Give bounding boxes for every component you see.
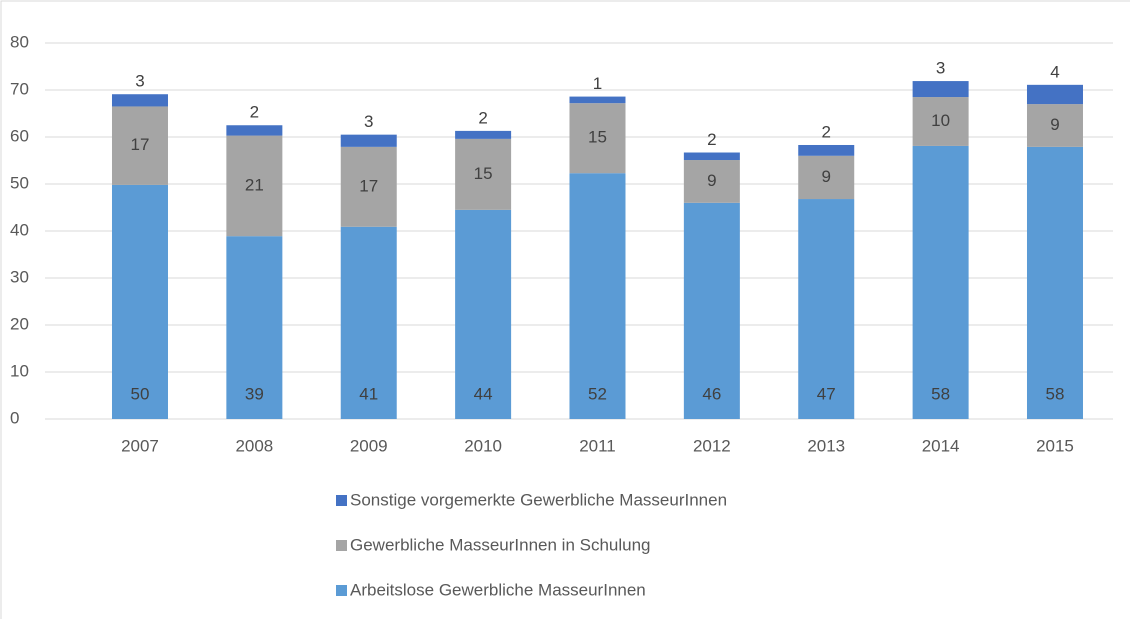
data-label: 15 bbox=[588, 128, 607, 147]
y-tick-label: 30 bbox=[10, 267, 29, 286]
bar-segment bbox=[569, 96, 626, 104]
bar-segment bbox=[111, 106, 168, 185]
bar-segment bbox=[455, 138, 512, 210]
data-label: 9 bbox=[822, 167, 831, 186]
x-tick-label: 2015 bbox=[1036, 436, 1074, 455]
bar-segment bbox=[683, 152, 740, 161]
x-tick-label: 2011 bbox=[579, 436, 616, 455]
data-label: 15 bbox=[474, 164, 493, 183]
bar-segment bbox=[111, 184, 168, 419]
data-label: 58 bbox=[931, 384, 950, 403]
bar-segment bbox=[340, 146, 397, 227]
legend-swatch bbox=[336, 495, 347, 506]
data-label: 50 bbox=[131, 384, 150, 403]
data-label: 41 bbox=[359, 384, 378, 403]
bar-segment bbox=[455, 209, 512, 419]
x-tick-label: 2008 bbox=[235, 436, 273, 455]
data-label: 10 bbox=[931, 111, 950, 130]
data-label: 44 bbox=[474, 384, 493, 403]
data-label: 2 bbox=[250, 103, 259, 122]
bar-segment bbox=[683, 160, 740, 203]
data-label: 2 bbox=[707, 130, 716, 149]
bar-segment bbox=[340, 226, 397, 419]
legend-label: Arbeitslose Gewerbliche MasseurInnen bbox=[350, 580, 646, 599]
data-label: 2 bbox=[822, 122, 831, 141]
data-label: 2 bbox=[478, 108, 487, 127]
x-tick-label: 2009 bbox=[350, 436, 388, 455]
x-tick-label: 2010 bbox=[464, 436, 502, 455]
data-label: 1 bbox=[593, 74, 602, 93]
bar-segment bbox=[455, 130, 512, 139]
legend-label: Sonstige vorgemerkte Gewerbliche Masseur… bbox=[350, 490, 727, 509]
bar-segment bbox=[683, 202, 740, 419]
bar-segment bbox=[912, 97, 969, 146]
bar-segment bbox=[798, 199, 855, 419]
data-label: 46 bbox=[702, 384, 721, 403]
data-label: 52 bbox=[588, 384, 607, 403]
bar-segment bbox=[569, 103, 626, 174]
bar-segment bbox=[798, 155, 855, 200]
data-label: 3 bbox=[364, 112, 373, 131]
y-tick-label: 20 bbox=[10, 314, 29, 333]
x-tick-label: 2014 bbox=[922, 436, 960, 455]
x-tick-label: 2012 bbox=[693, 436, 731, 455]
y-tick-label: 10 bbox=[10, 361, 29, 380]
x-tick-label: 2007 bbox=[121, 436, 159, 455]
data-label: 47 bbox=[817, 384, 836, 403]
bar-segment bbox=[1026, 146, 1083, 419]
bar-segment bbox=[798, 144, 855, 156]
data-label: 3 bbox=[936, 59, 945, 78]
bar-segment bbox=[569, 173, 626, 419]
bar-segment bbox=[111, 94, 168, 107]
bar-segment bbox=[912, 81, 969, 98]
legend-swatch bbox=[336, 585, 347, 596]
bar-segment bbox=[226, 236, 283, 419]
legend-swatch bbox=[336, 540, 347, 551]
data-label: 17 bbox=[131, 135, 150, 154]
data-label: 21 bbox=[245, 175, 264, 194]
data-label: 9 bbox=[1050, 115, 1059, 134]
data-label: 9 bbox=[707, 171, 716, 190]
y-tick-label: 40 bbox=[10, 220, 29, 239]
y-tick-label: 50 bbox=[10, 173, 29, 192]
data-label: 4 bbox=[1050, 62, 1059, 81]
x-tick-label: 2013 bbox=[807, 436, 845, 455]
bar-segment bbox=[226, 125, 283, 136]
data-label: 17 bbox=[359, 176, 378, 195]
bar-segment bbox=[226, 135, 283, 237]
legend-label: Gewerbliche MasseurInnen in Schulung bbox=[350, 535, 651, 554]
bar-segment bbox=[1026, 104, 1083, 147]
y-tick-label: 0 bbox=[10, 408, 19, 427]
bar-segment bbox=[1026, 84, 1083, 105]
bar-segment bbox=[912, 145, 969, 419]
data-label: 58 bbox=[1046, 384, 1065, 403]
bar-segment bbox=[340, 134, 397, 147]
data-label: 39 bbox=[245, 384, 264, 403]
data-label: 3 bbox=[135, 72, 144, 91]
y-tick-label: 70 bbox=[10, 79, 29, 98]
y-tick-label: 60 bbox=[10, 126, 29, 145]
y-tick-label: 80 bbox=[10, 32, 29, 51]
